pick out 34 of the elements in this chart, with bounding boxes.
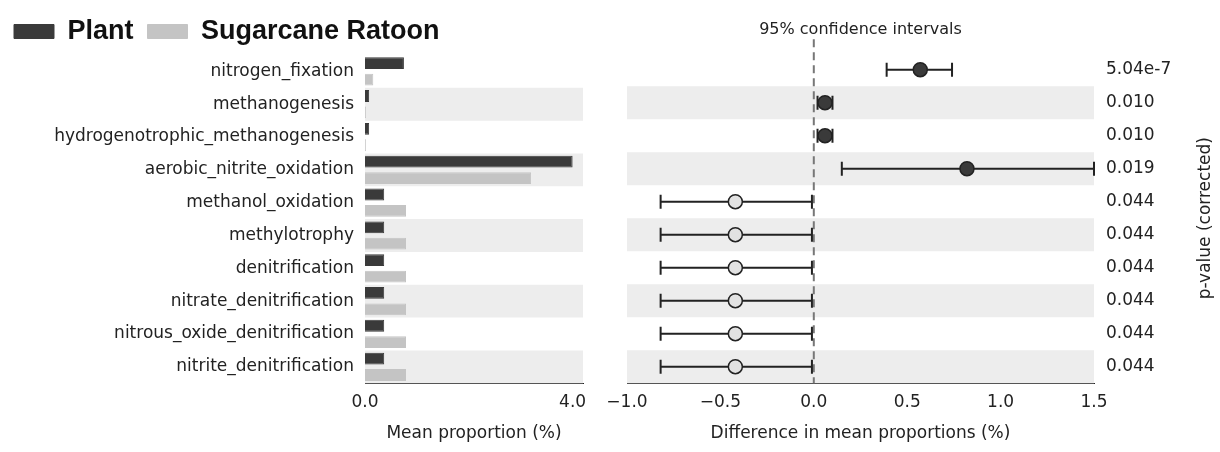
x-tick-label: 1.0 [987, 390, 1015, 411]
legend-label: Sugarcane Ratoon [201, 14, 440, 45]
text: 0.044 [1106, 256, 1155, 277]
text: 0.019 [1106, 157, 1155, 178]
text: 0.044 [1106, 190, 1155, 211]
y-tick-label: nitrite_denitrification [176, 355, 354, 377]
y-tick-label: nitrogen_fixation [210, 59, 354, 81]
y-tick-label: hydrogenotrophic_methanogenesis [54, 125, 355, 147]
text: 0.010 [1106, 124, 1155, 145]
y-tick-label: methanol_oxidation [186, 191, 354, 213]
y-tick-label: nitrous_oxide_denitrification [114, 322, 354, 344]
x-axis-title: Difference in mean proportions (%) [710, 422, 1011, 443]
x-tick-label: 0.0 [800, 390, 828, 411]
x-tick-label: 4.0 [559, 390, 587, 411]
x-tick-label: −1.0 [606, 390, 648, 411]
text: 0.044 [1106, 223, 1155, 244]
y-tick-label: aerobic_nitrite_oxidation [144, 158, 354, 180]
chart-title: 95% confidence intervals [759, 18, 962, 38]
text: 0.044 [1106, 289, 1155, 310]
x-tick-label: 1.5 [1080, 390, 1108, 411]
x-tick-label: 0.0 [351, 390, 379, 411]
y-tick-label: nitrate_denitrification [170, 289, 354, 311]
legend-label: Plant [67, 14, 134, 45]
y2-axis-title: p-value (corrected) [1194, 137, 1215, 300]
y-tick-label: methanogenesis [213, 92, 355, 113]
x-tick-label: 0.5 [893, 390, 921, 411]
text: 5.04e-7 [1106, 58, 1172, 79]
text: 0.044 [1106, 322, 1155, 343]
y-tick-label: denitrification [235, 256, 354, 277]
text: 0.010 [1106, 91, 1155, 112]
text: 0.044 [1106, 355, 1155, 376]
x-axis-title: Mean proportion (%) [386, 422, 562, 443]
y-tick-label: methylotrophy [229, 223, 354, 244]
x-tick-label: −0.5 [699, 390, 742, 411]
